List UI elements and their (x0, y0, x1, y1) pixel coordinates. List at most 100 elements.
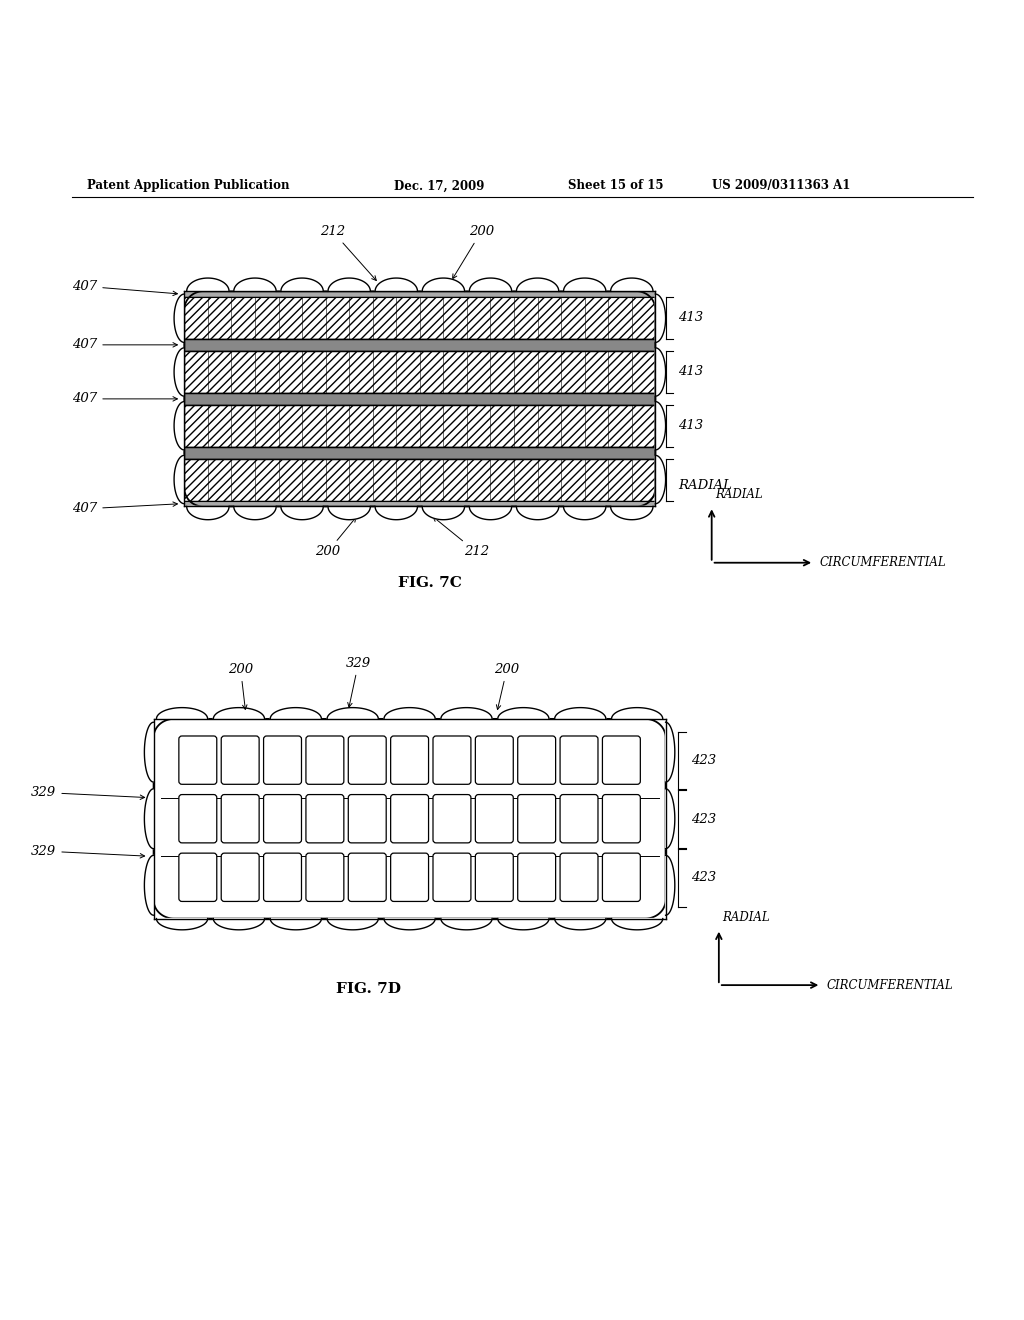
Text: FIG. 7C: FIG. 7C (398, 576, 462, 590)
Polygon shape (666, 722, 675, 783)
Text: 413: 413 (678, 366, 703, 379)
Polygon shape (174, 401, 184, 450)
Polygon shape (563, 279, 606, 292)
Text: 413: 413 (678, 312, 703, 325)
Text: 423: 423 (691, 813, 717, 825)
Polygon shape (184, 292, 655, 507)
Polygon shape (610, 279, 653, 292)
FancyBboxPatch shape (602, 853, 640, 902)
Polygon shape (270, 708, 322, 719)
FancyBboxPatch shape (184, 351, 655, 393)
Text: FIG. 7D: FIG. 7D (336, 982, 401, 997)
Polygon shape (281, 279, 324, 292)
Text: Sheet 15 of 15: Sheet 15 of 15 (568, 180, 664, 193)
Polygon shape (157, 708, 208, 719)
Polygon shape (144, 855, 154, 915)
Polygon shape (384, 919, 435, 929)
FancyBboxPatch shape (518, 795, 556, 843)
FancyBboxPatch shape (184, 393, 655, 405)
Polygon shape (666, 855, 675, 915)
Text: 407: 407 (72, 502, 177, 515)
Polygon shape (327, 919, 378, 929)
FancyBboxPatch shape (602, 737, 640, 784)
Text: 329: 329 (31, 785, 144, 800)
Polygon shape (655, 347, 666, 396)
Polygon shape (327, 708, 378, 719)
Polygon shape (328, 507, 371, 520)
Text: 413: 413 (678, 420, 703, 433)
Polygon shape (610, 507, 653, 520)
Polygon shape (655, 455, 666, 504)
Text: 200: 200 (453, 226, 494, 279)
Text: Dec. 17, 2009: Dec. 17, 2009 (394, 180, 484, 193)
FancyBboxPatch shape (433, 737, 471, 784)
FancyBboxPatch shape (184, 292, 655, 297)
Text: RADIAL: RADIAL (722, 911, 770, 924)
FancyBboxPatch shape (602, 795, 640, 843)
FancyBboxPatch shape (518, 737, 556, 784)
Text: 423: 423 (691, 754, 717, 767)
FancyBboxPatch shape (263, 795, 301, 843)
Polygon shape (563, 507, 606, 520)
Text: 329: 329 (346, 657, 371, 708)
FancyBboxPatch shape (184, 405, 655, 447)
Polygon shape (186, 279, 229, 292)
Polygon shape (611, 708, 663, 719)
Polygon shape (213, 708, 264, 719)
Polygon shape (555, 919, 606, 929)
Text: RADIAL: RADIAL (715, 488, 763, 502)
FancyBboxPatch shape (179, 795, 217, 843)
Text: RADIAL: RADIAL (678, 479, 732, 491)
Polygon shape (174, 347, 184, 396)
FancyBboxPatch shape (475, 737, 513, 784)
Text: CIRCUMFERENTIAL: CIRCUMFERENTIAL (819, 556, 946, 569)
FancyBboxPatch shape (390, 853, 429, 902)
FancyBboxPatch shape (184, 459, 655, 502)
FancyBboxPatch shape (263, 737, 301, 784)
FancyBboxPatch shape (184, 502, 655, 507)
Text: 423: 423 (691, 871, 717, 884)
Text: US 2009/0311363 A1: US 2009/0311363 A1 (712, 180, 850, 193)
FancyBboxPatch shape (306, 795, 344, 843)
Text: 212: 212 (321, 226, 376, 280)
Polygon shape (516, 507, 559, 520)
FancyBboxPatch shape (179, 737, 217, 784)
Text: 212: 212 (433, 517, 488, 558)
Polygon shape (422, 507, 465, 520)
FancyBboxPatch shape (433, 795, 471, 843)
Polygon shape (375, 507, 418, 520)
Polygon shape (666, 789, 675, 849)
Polygon shape (441, 919, 493, 929)
FancyBboxPatch shape (560, 795, 598, 843)
Polygon shape (611, 919, 663, 929)
FancyBboxPatch shape (518, 853, 556, 902)
FancyBboxPatch shape (306, 853, 344, 902)
Polygon shape (498, 708, 549, 719)
Polygon shape (384, 708, 435, 719)
FancyBboxPatch shape (348, 737, 386, 784)
Text: CIRCUMFERENTIAL: CIRCUMFERENTIAL (826, 978, 953, 991)
Text: 407: 407 (72, 338, 177, 351)
FancyBboxPatch shape (348, 853, 386, 902)
Polygon shape (233, 507, 276, 520)
Polygon shape (154, 719, 666, 919)
FancyBboxPatch shape (179, 853, 217, 902)
Text: 200: 200 (228, 663, 253, 709)
Polygon shape (281, 507, 324, 520)
Text: 407: 407 (72, 280, 177, 296)
Polygon shape (144, 789, 154, 849)
Polygon shape (655, 401, 666, 450)
FancyBboxPatch shape (560, 853, 598, 902)
FancyBboxPatch shape (390, 737, 429, 784)
FancyBboxPatch shape (475, 795, 513, 843)
FancyBboxPatch shape (263, 853, 301, 902)
FancyBboxPatch shape (184, 297, 655, 339)
Polygon shape (328, 279, 371, 292)
Polygon shape (270, 919, 322, 929)
Polygon shape (469, 279, 512, 292)
FancyBboxPatch shape (433, 853, 471, 902)
Polygon shape (422, 279, 465, 292)
FancyBboxPatch shape (221, 795, 259, 843)
Polygon shape (469, 507, 512, 520)
FancyBboxPatch shape (221, 853, 259, 902)
